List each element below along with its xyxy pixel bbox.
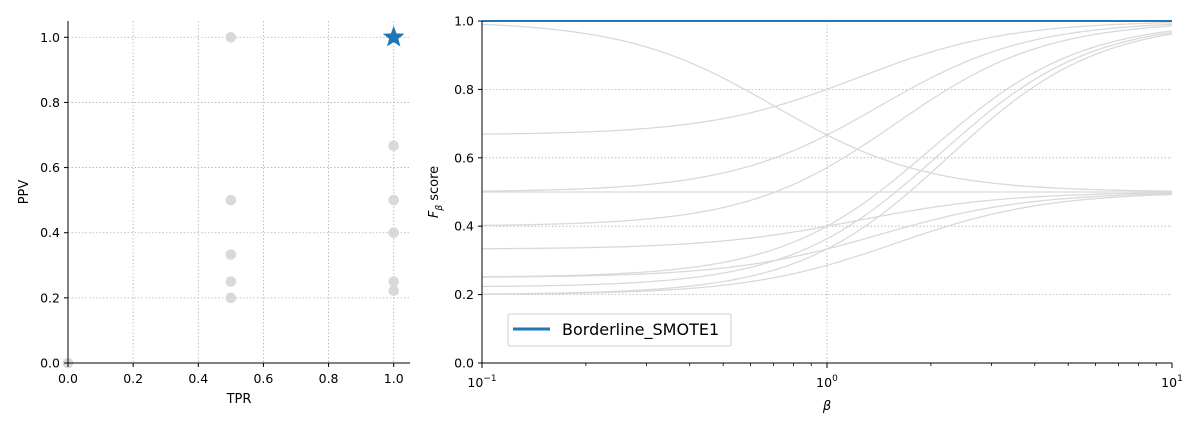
scatter-point (388, 227, 400, 239)
fbeta-y-tick-label: 0.6 (454, 150, 474, 165)
fbeta-curve (481, 193, 1173, 295)
scatter-point (388, 285, 400, 296)
scatter-y-tick-label: 0.6 (40, 160, 60, 175)
scatter-point (388, 194, 400, 206)
scatter-y-tick-label: 0.2 (40, 290, 60, 305)
fbeta-y-tick-label: 0.4 (454, 219, 474, 234)
fbeta-y-label-sub: β (435, 205, 445, 212)
scatter-x-axis-label: TPR (226, 392, 252, 407)
fbeta-y-axis-label: Fβ score (427, 166, 445, 218)
legend-box (507, 313, 732, 347)
fbeta-y-tick-label: 0.0 (454, 356, 474, 371)
fbeta-curve (481, 25, 1173, 227)
scatter-panel: 0.0 0.2 0.4 0.6 0.8 1.0 0.0 0.2 0.4 0.6 0.8 1.0 TPR… (17, 21, 410, 407)
fbeta-y-label-main: F (427, 210, 442, 218)
fbeta-y-label-rest: score (427, 166, 442, 205)
fbeta-ticks: 10−1 100 101 0.0 0.2 0.4 0.6 0.8 1.0 (454, 14, 1183, 391)
scatter-x-tick-label: 0.2 (123, 371, 143, 386)
fbeta-curve (481, 33, 1173, 295)
fbeta-y-tick-label: 0.2 (454, 287, 474, 302)
fbeta-x-tick-label: 10−1 (467, 374, 496, 390)
fbeta-curve (481, 31, 1173, 288)
scatter-point (225, 292, 237, 304)
scatter-x-tick-label: 0.0 (58, 371, 78, 386)
scatter-y-tick-label: 0.0 (40, 356, 60, 371)
fbeta-y-tick-label: 1.0 (454, 14, 474, 29)
fbeta-curve (481, 30, 1173, 278)
scatter-x-tick-label: 1.0 (384, 371, 404, 386)
scatter-point (225, 31, 237, 43)
scatter-point (225, 194, 237, 206)
fbeta-curve (481, 23, 1173, 192)
scatter-ticks: 0.0 0.2 0.4 0.6 0.8 1.0 0.0 0.2 0.4 0.6 0.8 1.0 (40, 30, 404, 386)
scatter-x-tick-label: 0.8 (319, 371, 339, 386)
scatter-y-tick-label: 1.0 (40, 30, 60, 45)
scatter-point (388, 140, 400, 152)
scatter-y-tick-label: 0.8 (40, 95, 60, 110)
fbeta-x-tick-label: 100 (816, 374, 838, 390)
scatter-x-tick-label: 0.4 (188, 371, 208, 386)
fbeta-x-axis-label: β (822, 399, 831, 414)
scatter-point-highlight (382, 25, 405, 47)
scatter-y-tick-label: 0.4 (40, 225, 60, 240)
scatter-point (225, 249, 237, 260)
fbeta-curves (481, 20, 1173, 295)
scatter-x-tick-label: 0.6 (253, 371, 273, 386)
scatter-y-axis-label: PPV (17, 180, 32, 205)
scatter-point (388, 276, 400, 287)
fbeta-x-tick-label: 101 (1161, 374, 1183, 390)
scatter-points (62, 25, 405, 369)
fbeta-curve (481, 22, 1173, 135)
scatter-grid (68, 21, 410, 363)
legend: Borderline_SMOTE1 (507, 313, 732, 347)
legend-label: Borderline_SMOTE1 (562, 320, 719, 340)
fbeta-y-tick-label: 0.8 (454, 82, 474, 97)
scatter-point (225, 276, 237, 287)
